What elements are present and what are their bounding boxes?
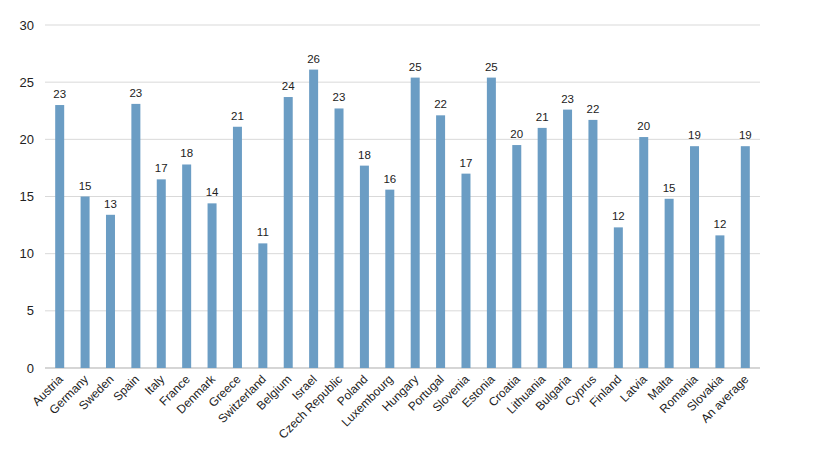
- data-label: 24: [282, 80, 295, 92]
- data-label: 16: [383, 173, 396, 185]
- data-label: 19: [739, 129, 752, 141]
- chart-svg: 0 5 10 15 20 25 30 23 15 13 23 17 18 14 21 11 24 26 23 18 16…: [0, 0, 814, 463]
- x-tick-label: An average: [698, 372, 752, 426]
- data-label: 20: [637, 120, 650, 132]
- data-label: 17: [155, 162, 168, 174]
- x-tick-label: Spain: [110, 372, 142, 404]
- bar: [639, 137, 648, 368]
- bar: [741, 146, 750, 368]
- grid-line: [45, 82, 760, 83]
- y-tick-label: 15: [20, 189, 34, 204]
- bar: [81, 197, 90, 369]
- grid-line: [45, 368, 760, 369]
- x-tick-label: Czech Republic: [276, 372, 345, 441]
- bar: [512, 145, 521, 368]
- y-tick-label: 5: [27, 303, 34, 318]
- bar: [715, 235, 724, 368]
- x-tick-label: Latvia: [617, 372, 650, 405]
- data-label: 23: [53, 88, 66, 100]
- data-label: 18: [180, 147, 193, 159]
- data-label: 15: [663, 182, 676, 194]
- data-label: 17: [460, 157, 473, 169]
- data-label: 25: [409, 61, 422, 73]
- y-tick-label: 25: [20, 75, 34, 90]
- bar: [131, 104, 140, 368]
- data-label: 19: [688, 129, 701, 141]
- grid-line: [45, 253, 760, 254]
- data-labels: 23 15 13 23 17 18 14 21 11 24 26 23 18 16 25 22 17 25 20 21…: [53, 53, 751, 239]
- y-tick-label: 10: [20, 246, 34, 261]
- bar: [182, 164, 191, 368]
- data-label: 18: [358, 149, 371, 161]
- bar: [157, 179, 166, 368]
- bar: [436, 115, 445, 368]
- data-label: 26: [307, 53, 320, 65]
- x-tick-labels: AustriaGermanySwedenSpainItalyFranceDenm…: [30, 372, 752, 442]
- bar: [563, 110, 572, 368]
- bar: [690, 146, 699, 368]
- data-label: 22: [587, 103, 600, 115]
- bar: [284, 97, 293, 368]
- chart-container: 0 5 10 15 20 25 30 23 15 13 23 17 18 14 21 11 24 26 23 18 16…: [0, 0, 814, 463]
- bars: [55, 70, 750, 368]
- x-axis-line: [45, 368, 760, 369]
- bar: [106, 215, 115, 368]
- data-label: 23: [333, 91, 346, 103]
- bar: [55, 105, 64, 368]
- data-label: 15: [79, 180, 92, 192]
- bar: [588, 120, 597, 368]
- bar: [258, 243, 267, 368]
- grid-line: [45, 196, 760, 197]
- grid-line: [45, 139, 760, 140]
- data-label: 23: [129, 87, 142, 99]
- data-label: 14: [206, 186, 219, 198]
- data-label: 21: [231, 110, 244, 122]
- data-label: 20: [510, 128, 523, 140]
- bar: [233, 127, 242, 368]
- data-label: 25: [485, 61, 498, 73]
- x-tick-label: Finland: [587, 372, 625, 410]
- bar: [665, 199, 674, 368]
- bar: [538, 128, 547, 368]
- bar: [208, 203, 217, 368]
- data-label: 21: [536, 111, 549, 123]
- data-label: 11: [257, 226, 269, 238]
- data-label: 12: [714, 218, 727, 230]
- y-tick-label: 20: [20, 132, 34, 147]
- data-label: 13: [104, 198, 117, 210]
- bar: [461, 174, 470, 368]
- bar: [411, 78, 420, 368]
- bar: [614, 227, 623, 368]
- bar: [309, 70, 318, 368]
- grid: [45, 25, 760, 368]
- bar: [385, 190, 394, 368]
- data-label: 23: [561, 93, 574, 105]
- y-tick-label: 0: [27, 361, 34, 376]
- data-label: 12: [612, 210, 625, 222]
- data-label: 22: [434, 98, 447, 110]
- grid-line: [45, 310, 760, 311]
- bar: [335, 108, 344, 368]
- y-tick-label: 30: [20, 18, 34, 33]
- grid-line: [45, 25, 760, 26]
- bar: [360, 166, 369, 368]
- bar: [487, 78, 496, 368]
